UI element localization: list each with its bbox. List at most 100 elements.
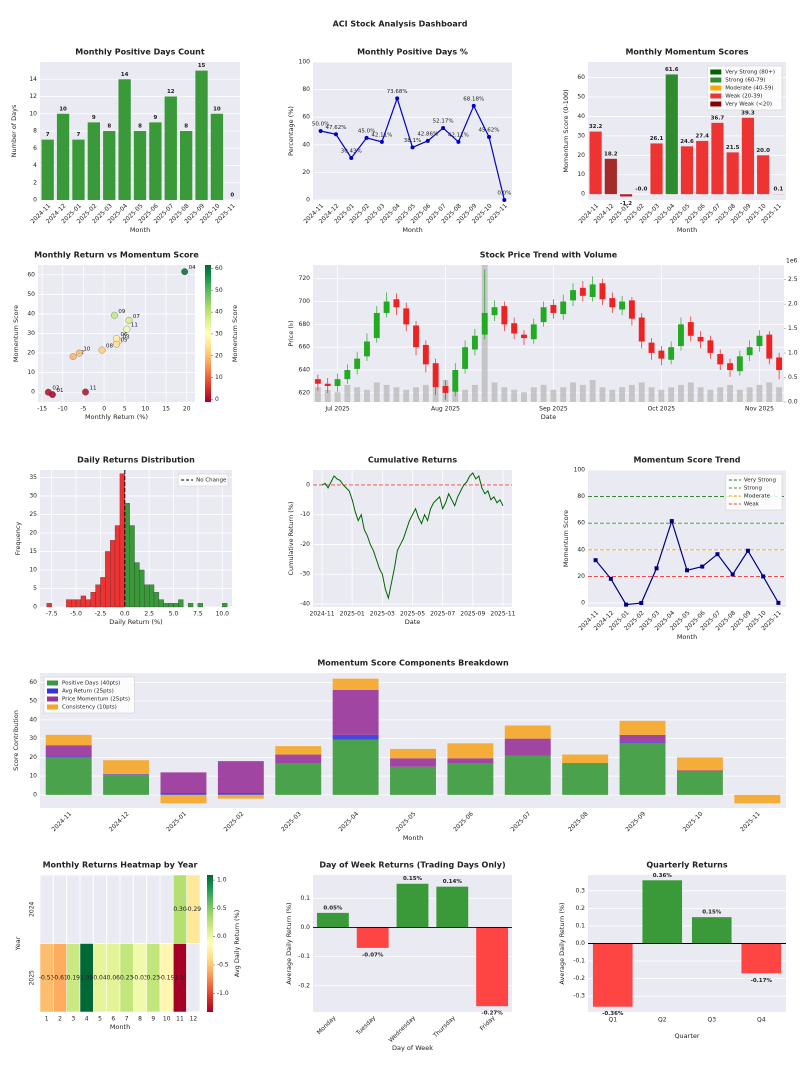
chart-title: Monthly Returns Heatmap by Year <box>43 861 198 870</box>
candle-body <box>717 354 724 365</box>
volume-bar <box>471 384 478 402</box>
volume-bar <box>530 387 537 402</box>
y-tick-label: 14 <box>29 76 37 83</box>
x-tick-label: 5 <box>123 406 127 413</box>
y-tick-label: 0 <box>306 481 310 488</box>
y-tick-label: 640 <box>299 367 311 374</box>
y-tick-label: 35 <box>29 474 37 481</box>
y-tick-label: 660 <box>299 344 311 351</box>
y-tick-label: 0 <box>33 791 37 798</box>
volume-bar <box>413 387 419 402</box>
bar-segment <box>676 770 723 772</box>
y-tick-label: 60 <box>577 74 585 81</box>
volume-bar <box>776 387 783 402</box>
x-tick-label: 2025-11 <box>490 611 515 618</box>
candle-body <box>619 301 626 310</box>
marker <box>654 566 659 571</box>
chart-title: Daily Returns Distribution <box>77 456 195 465</box>
bar-segment <box>332 734 379 740</box>
candle-body <box>638 317 645 342</box>
bar-segment <box>447 763 494 795</box>
y-tick-label: -0.1 <box>573 958 585 965</box>
y-axis-label: Average Daily Return (%) <box>285 902 293 984</box>
candle-body <box>442 386 449 393</box>
bar-segment <box>447 743 494 759</box>
value-label: 21.5 <box>726 145 740 151</box>
y2-tick-label: 0.0 <box>788 399 798 406</box>
legend-label: Strong <box>744 486 762 492</box>
bar <box>665 74 678 195</box>
histogram-bar <box>105 551 111 608</box>
bar-segment <box>45 757 92 795</box>
bar <box>133 131 147 200</box>
marker <box>487 135 492 140</box>
point-label: 02 <box>52 386 59 392</box>
bar-segment <box>217 794 264 799</box>
candle-body <box>668 347 675 360</box>
value-label: 68.18% <box>463 96 484 102</box>
x-tick-label: 2025-08 <box>567 810 590 833</box>
y-tick-label: 40 <box>29 716 37 723</box>
point-label: 09 <box>118 309 125 315</box>
candle-body <box>579 287 586 296</box>
histogram-bar <box>197 603 203 608</box>
histogram-bar <box>71 599 77 608</box>
chart-title: Day of Week Returns (Trading Days Only) <box>319 861 505 870</box>
bar <box>642 880 683 944</box>
volume-bar <box>609 389 616 402</box>
histogram-bar <box>153 592 160 608</box>
volume-bar <box>560 387 567 402</box>
bar-segment <box>504 755 551 795</box>
value-label: -0.07% <box>362 952 384 958</box>
candle-body <box>393 299 400 308</box>
bar <box>592 943 633 1007</box>
x-tick-label: 2.5 <box>144 611 154 618</box>
bar <box>118 79 131 200</box>
candle-body <box>736 356 743 372</box>
y-tick-label: 0 <box>31 389 35 396</box>
point-label: 08 <box>106 344 113 350</box>
histogram-bar <box>100 577 106 608</box>
plot-area <box>313 62 512 200</box>
x-axis-label: Date <box>541 413 557 421</box>
volume-bar <box>599 387 606 402</box>
y-tick-label: 720 <box>299 275 311 282</box>
y-tick-label: 620 <box>299 389 311 396</box>
volume-bar <box>746 387 753 402</box>
value-label: 0.0% <box>497 191 511 197</box>
y-tick-label: -0.1 <box>298 953 310 960</box>
x-tick-label: 2025-02 <box>223 810 246 833</box>
marker <box>761 574 766 579</box>
colorbar-tick-label: 0.5 <box>217 905 227 912</box>
volume-bar <box>658 389 665 402</box>
bar <box>316 912 349 928</box>
marker <box>669 519 674 524</box>
histogram-bar <box>129 525 135 608</box>
volume-bar <box>579 384 586 402</box>
y-axis-label: Score Contribution <box>12 710 20 771</box>
x-tick-label: 2025-03 <box>280 810 303 833</box>
histogram-bar <box>95 584 101 608</box>
x-tick-label: 2025-09 <box>460 611 485 618</box>
plot-area <box>313 265 784 402</box>
x-tick-label: 2025-10 <box>682 810 705 833</box>
bar-segment <box>504 738 551 756</box>
value-label: 0.15% <box>702 910 722 916</box>
candle-body <box>678 324 684 347</box>
bar-segment <box>103 760 150 775</box>
x-tick-label: 2025-11 <box>739 810 762 833</box>
bar-segment <box>332 739 379 795</box>
empty-cell <box>146 874 161 944</box>
candle-body <box>746 347 753 356</box>
bar-segment <box>160 793 207 795</box>
histogram-bar <box>46 603 52 608</box>
value-label: 12 <box>167 89 175 95</box>
candle-body <box>471 335 478 350</box>
x-tick-label: 9 <box>151 1016 155 1023</box>
x-tick-label: 5.0 <box>169 611 179 618</box>
bar-segment <box>275 754 322 763</box>
y-tick-label: 0 <box>581 191 585 198</box>
y-tick-label: 50 <box>29 698 37 705</box>
bar-segment <box>619 734 666 743</box>
